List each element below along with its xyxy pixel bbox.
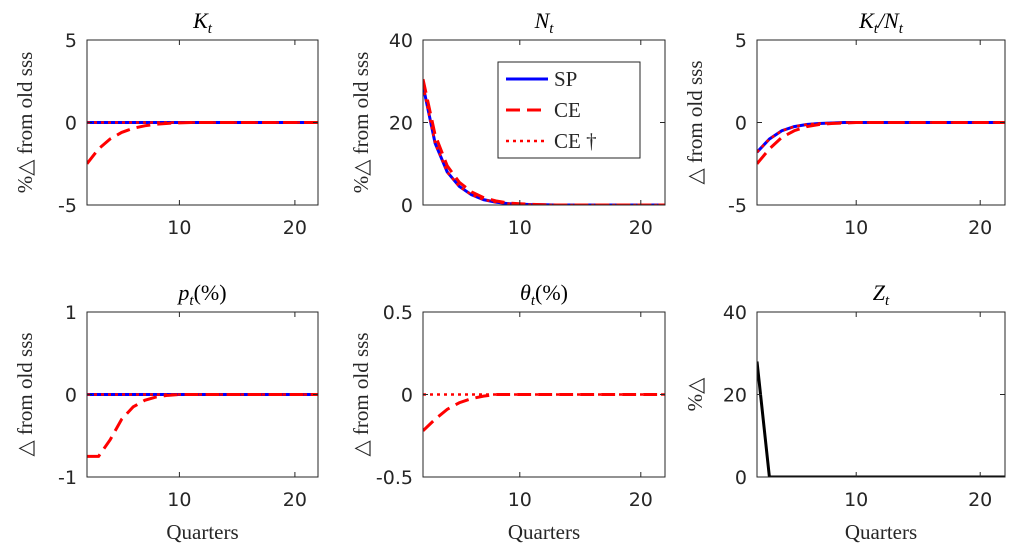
x-tick-label: 20: [283, 489, 307, 511]
x-axis-label: Quarters: [166, 520, 238, 544]
y-tick-label: 0: [735, 113, 747, 135]
chart-title: Nt: [534, 8, 555, 37]
y-tick-label: 1: [65, 302, 77, 324]
chart-title: pt(%): [176, 280, 226, 309]
y-tick-label: 20: [389, 113, 413, 135]
x-tick-label: 20: [968, 489, 992, 511]
title-part: p: [176, 280, 189, 305]
title-part: t: [885, 293, 890, 309]
y-axis-label: %△ from old sss: [349, 52, 373, 194]
title-part: t: [874, 21, 879, 37]
y-tick-label: 0: [401, 195, 413, 217]
title-part: t: [549, 21, 554, 37]
y-tick-label: 20: [723, 385, 747, 407]
x-tick-label: 20: [629, 217, 653, 239]
title-part: (%): [535, 280, 568, 305]
chart-title: Kt: [192, 8, 213, 37]
y-tick-label: 40: [723, 302, 747, 324]
title-part: K: [192, 8, 209, 33]
x-axis-label: Quarters: [508, 520, 580, 544]
y-tick-label: -5: [58, 195, 77, 217]
x-tick-label: 10: [844, 217, 868, 239]
x-tick-label: 10: [508, 489, 532, 511]
y-axis-label: △ from old sss: [13, 332, 37, 456]
x-tick-label: 20: [283, 217, 307, 239]
series-line: [757, 121, 1005, 154]
title-part: t: [189, 293, 194, 309]
title-part: (%): [194, 280, 227, 305]
title-part: N: [534, 8, 551, 33]
title-part: t: [208, 21, 213, 37]
x-tick-label: 20: [629, 489, 653, 511]
x-axis-label: Quarters: [845, 520, 917, 544]
y-tick-label: -0.5: [376, 467, 413, 489]
y-tick-label: 0: [65, 113, 77, 135]
chart-title: Zt: [873, 280, 890, 309]
series-line: [87, 121, 318, 165]
x-tick-label: 10: [508, 217, 532, 239]
y-tick-label: -5: [728, 195, 747, 217]
y-tick-label: 40: [389, 30, 413, 52]
plot-area: [757, 312, 1005, 477]
x-tick-label: 10: [844, 489, 868, 511]
x-tick-label: 10: [167, 217, 191, 239]
legend-label: SP: [554, 67, 577, 91]
x-tick-label: 20: [968, 217, 992, 239]
x-tick-label: 10: [167, 489, 191, 511]
y-axis-label: △ from old sss: [683, 60, 707, 184]
y-tick-label: 0.5: [383, 302, 413, 324]
title-part: /N: [876, 8, 900, 33]
title-part: K: [858, 8, 875, 33]
y-tick-label: 0: [735, 467, 747, 489]
y-tick-label: -1: [58, 467, 77, 489]
title-part: Z: [873, 280, 886, 305]
y-tick-label: 5: [735, 30, 747, 52]
title-part: t: [899, 21, 904, 37]
y-tick-label: 0: [65, 385, 77, 407]
chart-title: θt(%): [520, 280, 568, 309]
y-axis-label: △ from old sss: [349, 332, 373, 456]
y-axis-label: %△: [683, 377, 707, 411]
legend-label: CE: [554, 98, 581, 122]
chart-title: Kt/Nt: [858, 8, 904, 37]
y-tick-label: 0: [401, 385, 413, 407]
series-line: [87, 393, 318, 458]
title-part: t: [531, 293, 536, 309]
y-axis-label: %△ from old sss: [13, 52, 37, 194]
title-part: θ: [520, 280, 531, 305]
legend-label: CE †: [554, 129, 597, 153]
y-tick-label: 5: [65, 30, 77, 52]
